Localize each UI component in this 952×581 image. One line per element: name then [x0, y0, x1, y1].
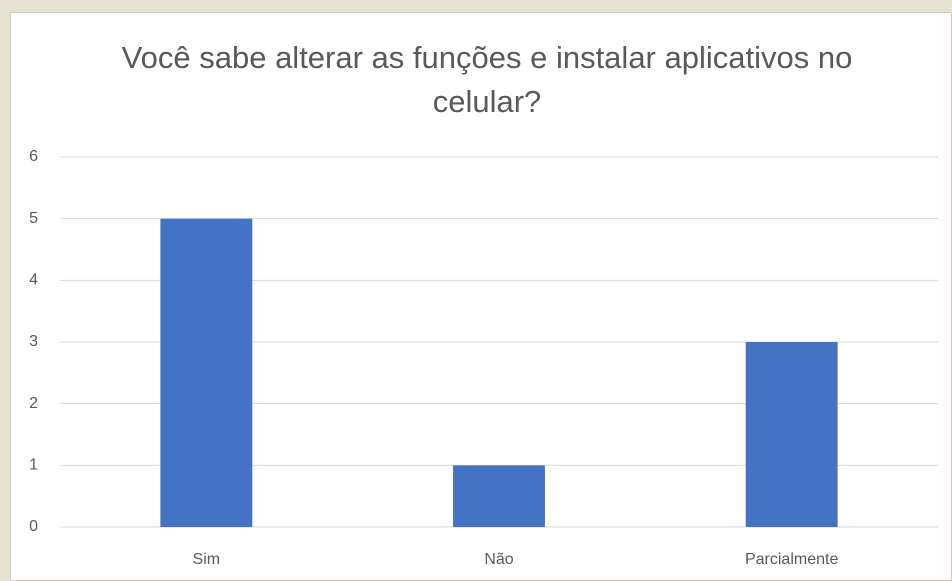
x-tick-label: Sim [193, 551, 221, 568]
y-tick-label: 2 [29, 395, 38, 412]
y-tick-label: 0 [29, 518, 38, 535]
bar [453, 465, 545, 527]
x-tick-label: Parcialmente [745, 551, 838, 568]
y-tick-label: 6 [29, 148, 38, 165]
bar [745, 342, 838, 527]
y-tick-label: 1 [29, 457, 38, 474]
chart-title: Você sabe alterar as funções e instalar … [121, 40, 853, 119]
y-tick-label: 3 [29, 333, 38, 350]
y-tick-label: 5 [29, 210, 38, 227]
bar [160, 218, 253, 527]
x-tick-label: Não [484, 551, 513, 568]
y-tick-label: 4 [29, 272, 38, 289]
